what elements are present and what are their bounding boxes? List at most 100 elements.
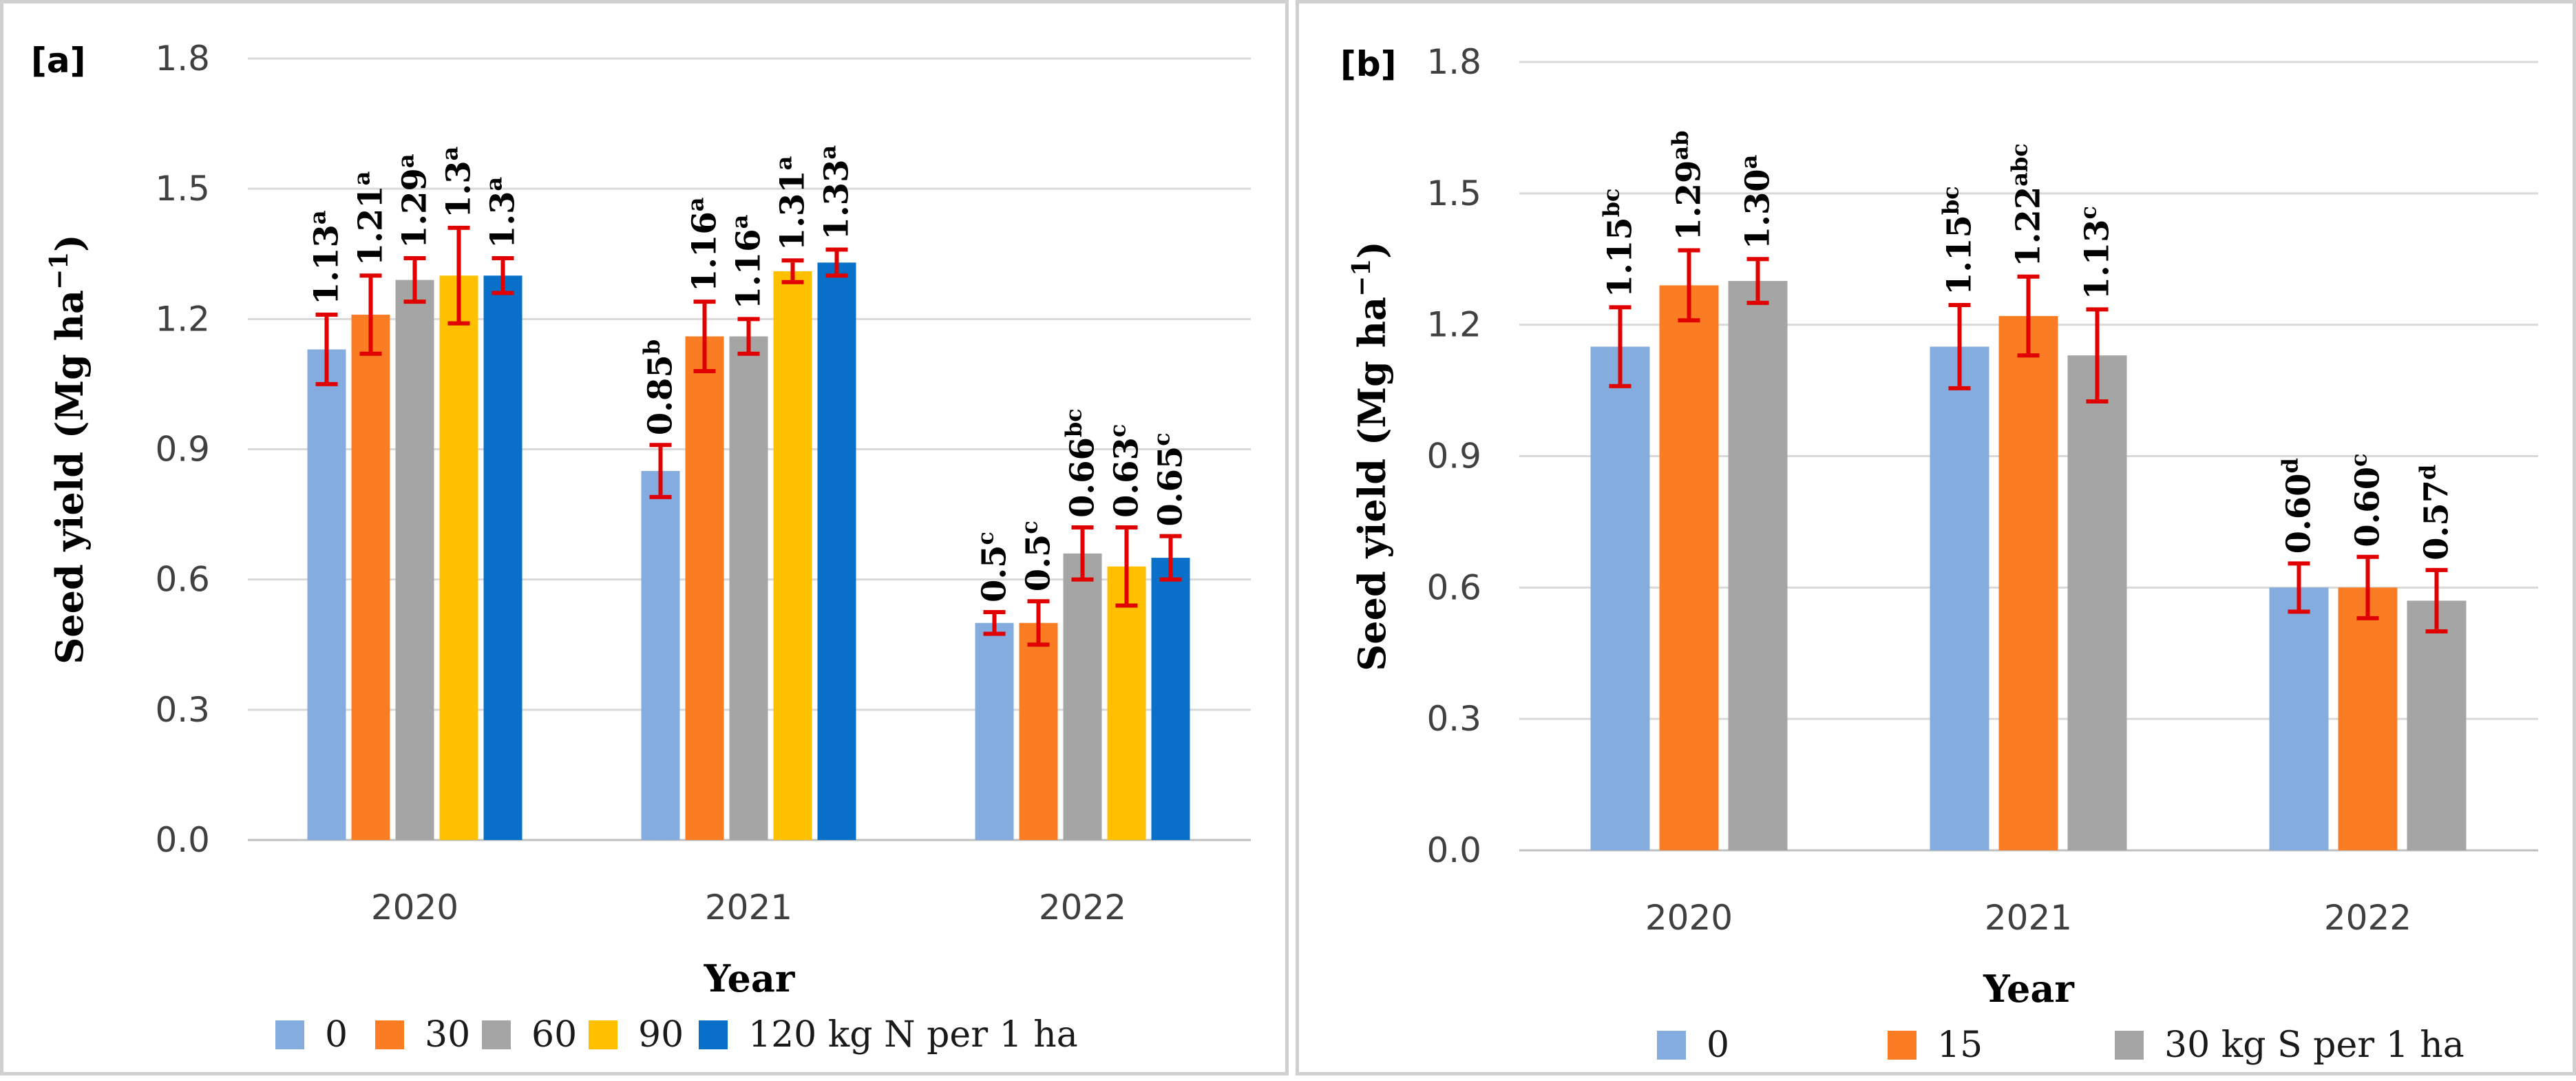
data-label: 0.5c [1017,521,1058,591]
data-label: 1.21a [349,171,390,266]
x-tick-label: 2020 [1645,898,1733,938]
bar [1998,315,2058,850]
data-label: 0.66bc [1061,408,1102,518]
data-label: 1.29ab [1667,131,1709,241]
x-tick-label: 2020 [371,888,458,927]
bar [351,315,390,840]
legend-label: 0 [1707,1025,1729,1066]
legend-label: 15 [1937,1025,1983,1066]
legend-label: 60 [531,1014,577,1056]
error-bar [1071,525,1094,582]
x-tick-label: 2022 [1039,888,1126,927]
y-tick-label: 0.6 [155,560,210,600]
legend-swatch [699,1020,728,1049]
legend-label: 0 [325,1014,348,1056]
legend-swatch [375,1020,404,1049]
bar [1659,285,1719,851]
error-bar [2356,554,2379,620]
chart-b-svg: [b] 0.0 0.3 0.6 0.9 1.2 1.5 1.8 Seed yield (Mg h… [1340,42,2538,1066]
legend-label: 120 kg N per 1 ha [748,1014,1078,1056]
data-label: 1.22abc [2007,143,2048,267]
data-label: 0.57d [2415,465,2456,560]
y-tick-label: 1.5 [155,169,210,209]
data-label: 0.60c [2346,453,2387,547]
data-label: 0.5c [973,532,1014,602]
error-bar [2425,567,2448,633]
bar [2269,587,2329,850]
y-tick-label: 1.8 [1426,42,1481,82]
y-tick-label: 1.2 [1426,305,1481,345]
data-label: 1.30a [1736,155,1777,250]
x-tick-label: 2022 [2324,898,2411,938]
data-label: 1.31a [771,156,812,251]
bar [395,280,434,840]
error-bar [781,258,804,284]
panel-tag: [b] [1340,44,1397,84]
error-bar [359,273,382,356]
panel-tag: [a] [31,41,85,81]
bar [483,275,522,840]
error-bar [1948,303,1971,390]
legend-swatch [589,1020,617,1049]
y-tick-label: 1.8 [155,39,210,78]
y-tick-label: 0.0 [155,820,210,860]
data-label: 1.13c [2076,206,2117,300]
data-label: 1.13a [305,210,346,305]
bar [773,271,812,840]
data-label: 1.16a [727,215,768,310]
y-tick-label: 1.2 [155,299,210,339]
data-label: 1.33a [815,145,856,240]
legend-swatch [275,1020,304,1049]
bar [1063,553,1102,840]
error-bar [1027,599,1050,647]
chart-panel-a: [a] 0.0 0.3 0.6 0.9 1.2 1.5 1.8 Seed yield (Mg h… [0,0,1289,1075]
y-tick-label: 0.9 [1426,437,1481,476]
error-bar [1678,248,1700,323]
error-bar [649,443,672,499]
legend-swatch [2115,1031,2144,1060]
x-tick-label: 2021 [705,888,792,927]
error-bar [1115,525,1138,608]
legend-swatch [1657,1031,1686,1060]
data-label: 1.15bc [1938,186,1979,295]
error-bar [2288,561,2310,614]
error-bar [1609,305,1632,388]
data-label: 1.3a [481,177,522,249]
error-bar [737,317,760,356]
bar [729,336,768,840]
bar [1019,622,1058,840]
error-bar [403,256,426,304]
bar [307,349,346,840]
data-label: 1.15bc [1598,188,1640,297]
x-tick-label: 2021 [1985,898,2072,938]
legend-label: 30 kg S per 1 ha [2164,1025,2464,1066]
y-tick-label: 1.5 [1426,174,1481,213]
bar [2067,355,2127,850]
error-bar [315,313,338,386]
bar [975,622,1014,840]
bar [439,275,478,840]
bar [1930,346,1989,850]
bar [641,471,680,840]
data-label: 0.63c [1105,424,1146,518]
legend-swatch [1888,1031,1917,1060]
y-tick-label: 0.3 [1426,699,1481,739]
chart-a-svg: [a] 0.0 0.3 0.6 0.9 1.2 1.5 1.8 Seed yield (Mg h… [31,39,1251,1056]
y-axis-title: Seed yield (Mg ha−1) [45,234,92,664]
x-axis-title: Year [704,956,795,1000]
data-label: 1.16a [683,197,724,292]
error-bar [2086,307,2109,403]
legend-label: 90 [638,1014,684,1056]
error-bar [1159,534,1182,582]
bar [817,262,856,841]
error-bar [492,256,514,295]
data-label: 1.3a [437,147,478,218]
bar [1107,566,1146,840]
bar [1151,558,1190,840]
legend-label: 30 [425,1014,470,1056]
error-bar [1746,257,1769,305]
y-tick-label: 0.0 [1426,830,1481,870]
data-label: 0.60d [2277,458,2319,554]
error-bar [2017,274,2040,358]
